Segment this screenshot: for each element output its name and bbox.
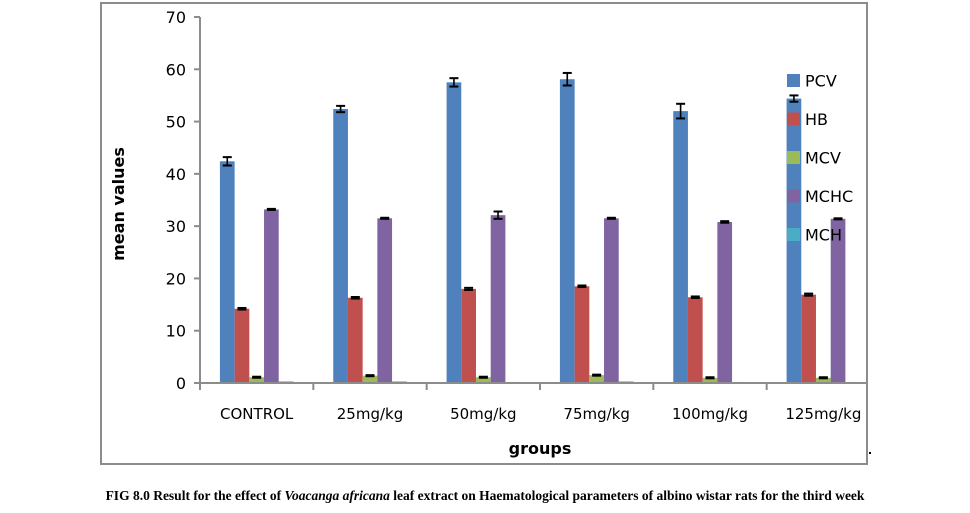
y-tick-label: 10 [166,322,186,341]
legend-item-mch: MCH [787,226,842,245]
error-bar-mcv [592,373,602,377]
x-category-label: 100mg/kg [672,405,748,423]
y-tick-label: 50 [166,113,186,132]
bar-hb [461,288,476,383]
legend-swatch [787,189,800,203]
x-category-label: CONTROL [220,405,294,423]
legend-item-pcv: PCV [787,72,837,91]
bar-mchc [490,215,506,383]
error-bar-mcv [478,375,488,379]
legend-item-mchc: MCHC [787,187,853,206]
bar-mchc [377,218,393,383]
error-bar-hb [464,286,474,291]
bar-hb [234,308,250,383]
error-bar-mchc [606,216,616,220]
bar-mcv [815,377,831,383]
legend: PCV HB MCV MCHC MCH [787,72,853,245]
bar-mcv [702,377,718,383]
error-bars [222,71,843,380]
bar-mcv [589,375,605,383]
y-tick-label: 60 [166,60,186,79]
error-bar-hb [577,284,587,289]
legend-swatch [787,228,800,241]
error-bar-hb [350,295,360,300]
x-category-label: 25mg/kg [337,405,403,423]
error-bar-pcv [222,156,232,167]
caption-suffix: leaf extract on Haematological parameter… [389,488,865,503]
error-bar-pcv [336,104,346,114]
legend-item-hb: HB [787,110,828,129]
error-bar-mchc [833,217,843,221]
error-bar-mchc [266,207,276,211]
legend-label: MCHC [805,187,853,206]
legend-swatch [787,74,800,87]
bar-mcv [475,377,491,383]
caption-prefix: FIG 8.0 Result for the effect of [105,488,285,503]
error-bar-mchc [720,220,730,224]
y-axis-title: mean values [109,147,128,261]
x-axis-ticks [199,383,768,390]
legend-swatch [787,112,800,126]
legend-label: MCV [805,149,841,168]
bar-mchc [717,221,733,383]
bar-chart: 0 10 20 30 40 50 60 70 CONTROL 25mg/kg 50mg/kg 75m… [109,8,866,458]
bar-mcv [249,377,265,383]
error-bar-hb [237,306,247,311]
legend-swatch [787,151,800,164]
error-bar-pcv [676,102,686,120]
y-tick-label: 0 [176,374,186,393]
bar-hb [347,297,363,383]
bar-hb [687,297,703,383]
legend-label: HB [805,110,828,129]
error-bar-hb [804,292,814,297]
x-category-label: 75mg/kg [563,405,629,423]
trailing-period [869,452,871,454]
legend-label: MCH [805,226,842,245]
caption-species: Voacanga africana [284,488,390,503]
x-axis-category-labels: CONTROL 25mg/kg 50mg/kg 75mg/kg 100mg/kg 125m… [220,405,861,423]
bars [219,79,861,384]
error-bar-mchc [380,216,390,220]
bar-hb [801,294,816,383]
x-category-label: 50mg/kg [450,405,516,423]
error-bar-mcv [818,376,828,380]
y-tick-label: 40 [166,165,186,184]
error-bar-pcv [789,94,799,103]
y-tick-label: 70 [166,8,186,27]
bar-hb [574,286,590,383]
x-category-label: 125mg/kg [785,405,861,423]
error-bar-hb [690,295,700,300]
bar-mchc [830,218,846,383]
legend-label: PCV [805,72,837,91]
bar-pcv [673,111,688,383]
bar-pcv [219,161,235,383]
error-bar-mcv [252,375,262,379]
bar-pcv [446,82,462,383]
legend-item-mcv: MCV [787,149,841,168]
y-axis-ticks: 0 10 20 30 40 50 60 70 [166,8,200,393]
bar-mcv [362,375,378,383]
bar-pcv [559,79,575,383]
bar-pcv [333,109,348,383]
error-bar-mcv [705,376,715,380]
bar-mchc [604,218,619,383]
y-tick-label: 30 [166,217,186,236]
error-bar-pcv [562,71,572,87]
error-bar-pcv [449,77,459,88]
y-tick-label: 20 [166,269,186,288]
chart-frame: 0 10 20 30 40 50 60 70 CONTROL 25mg/kg 50mg/kg 75m… [100,2,868,465]
bar-mchc [264,209,279,383]
x-axis-title: groups [509,439,572,458]
error-bar-mcv [365,374,375,378]
error-bar-mchc [493,210,503,220]
figure-caption: FIG 8.0 Result for the effect of Voacang… [0,488,970,504]
